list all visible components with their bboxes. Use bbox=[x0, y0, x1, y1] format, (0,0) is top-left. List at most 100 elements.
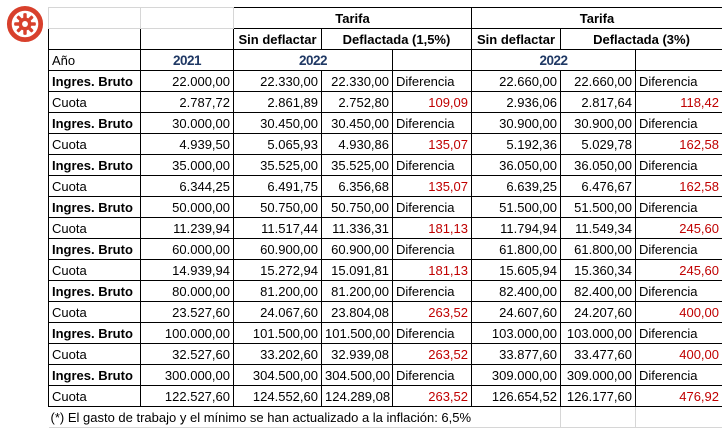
cell-df1-row9[interactable]: 15.091,81 bbox=[321, 259, 393, 281]
cell-y2021-row3[interactable]: 4.939,50 bbox=[140, 133, 234, 155]
cell-sd2-row14[interactable]: 309.000,00 bbox=[471, 364, 561, 386]
cell-y2021-row10[interactable]: 80.000,00 bbox=[140, 280, 234, 302]
cell-df2-row11[interactable]: 24.207,60 bbox=[560, 301, 636, 323]
cell-dif2-row11[interactable]: 400,00 bbox=[635, 301, 722, 323]
cell-df2-row9[interactable]: 15.360,34 bbox=[560, 259, 636, 281]
cell-df1-row11[interactable]: 23.804,08 bbox=[321, 301, 393, 323]
cell-y2021-row5[interactable]: 6.344,25 bbox=[140, 175, 234, 197]
cell-df2-row8[interactable]: 61.800,00 bbox=[560, 238, 636, 260]
cell-dif1-row1[interactable]: 109,09 bbox=[392, 91, 472, 113]
cell-dif2-row9[interactable]: 245,60 bbox=[635, 259, 722, 281]
cell-df2-row0[interactable]: 22.660,00 bbox=[560, 70, 636, 92]
cell-dif2-row1[interactable]: 118,42 bbox=[635, 91, 722, 113]
cell-dif2-row3[interactable]: 162,58 bbox=[635, 133, 722, 155]
cell-label-row1[interactable]: Cuota bbox=[48, 91, 141, 113]
cell-sd2-row10[interactable]: 82.400,00 bbox=[471, 280, 561, 302]
cell-df2-row7[interactable]: 11.549,34 bbox=[560, 217, 636, 239]
cell-label-row10[interactable]: Ingres. Bruto bbox=[48, 280, 141, 302]
cell-df1-row8[interactable]: 60.900,00 bbox=[321, 238, 393, 260]
cell-y2021-row13[interactable]: 32.527,60 bbox=[140, 343, 234, 365]
cell-sd1-row0[interactable]: 22.330,00 bbox=[233, 70, 322, 92]
cell-dif1-row15[interactable]: 263,52 bbox=[392, 385, 472, 407]
cell-sd2-row5[interactable]: 6.639,25 bbox=[471, 175, 561, 197]
cell-df1-row4[interactable]: 35.525,00 bbox=[321, 154, 393, 176]
cell-dif1-row0[interactable]: Diferencia bbox=[392, 70, 472, 92]
cell-df2-row15[interactable]: 126.177,60 bbox=[560, 385, 636, 407]
cell-df2-row6[interactable]: 51.500,00 bbox=[560, 196, 636, 218]
cell-dif1-row7[interactable]: 181,13 bbox=[392, 217, 472, 239]
cell-sd2-row0[interactable]: 22.660,00 bbox=[471, 70, 561, 92]
cell-y2021-row15[interactable]: 122.527,60 bbox=[140, 385, 234, 407]
cell-df2-row5[interactable]: 6.476,67 bbox=[560, 175, 636, 197]
empty-cell[interactable] bbox=[140, 7, 234, 29]
cell-df2-row12[interactable]: 103.000,00 bbox=[560, 322, 636, 344]
year-2022-right-cell[interactable]: 2022 bbox=[471, 49, 636, 71]
cell-label-row11[interactable]: Cuota bbox=[48, 301, 141, 323]
cell-df1-row6[interactable]: 50.750,00 bbox=[321, 196, 393, 218]
cell-sd1-row4[interactable]: 35.525,00 bbox=[233, 154, 322, 176]
cell-dif2-row6[interactable]: Diferencia bbox=[635, 196, 722, 218]
cell-y2021-row4[interactable]: 35.000,00 bbox=[140, 154, 234, 176]
cell-label-row6[interactable]: Ingres. Bruto bbox=[48, 196, 141, 218]
empty-cell[interactable] bbox=[392, 49, 472, 71]
cell-label-row12[interactable]: Ingres. Bruto bbox=[48, 322, 141, 344]
cell-df1-row14[interactable]: 304.500,00 bbox=[321, 364, 393, 386]
cell-y2021-row1[interactable]: 2.787,72 bbox=[140, 91, 234, 113]
empty-cell[interactable] bbox=[48, 7, 141, 29]
cell-y2021-row14[interactable]: 300.000,00 bbox=[140, 364, 234, 386]
cell-sd1-row10[interactable]: 81.200,00 bbox=[233, 280, 322, 302]
cell-df1-row2[interactable]: 30.450,00 bbox=[321, 112, 393, 134]
cell-df1-row5[interactable]: 6.356,68 bbox=[321, 175, 393, 197]
cell-df2-row4[interactable]: 36.050,00 bbox=[560, 154, 636, 176]
cell-y2021-row6[interactable]: 50.000,00 bbox=[140, 196, 234, 218]
cell-sd1-row3[interactable]: 5.065,93 bbox=[233, 133, 322, 155]
cell-sd1-row9[interactable]: 15.272,94 bbox=[233, 259, 322, 281]
empty-cell[interactable] bbox=[560, 406, 636, 428]
cell-dif1-row10[interactable]: Diferencia bbox=[392, 280, 472, 302]
sin-deflactar-right-header[interactable]: Sin deflactar bbox=[471, 28, 561, 50]
year-row-label[interactable]: Año bbox=[48, 49, 141, 71]
cell-df1-row0[interactable]: 22.330,00 bbox=[321, 70, 393, 92]
cell-sd1-row1[interactable]: 2.861,89 bbox=[233, 91, 322, 113]
cell-dif2-row4[interactable]: Diferencia bbox=[635, 154, 722, 176]
cell-y2021-row12[interactable]: 100.000,00 bbox=[140, 322, 234, 344]
cell-label-row4[interactable]: Ingres. Bruto bbox=[48, 154, 141, 176]
cell-sd2-row7[interactable]: 11.794,94 bbox=[471, 217, 561, 239]
cell-sd2-row13[interactable]: 33.877,60 bbox=[471, 343, 561, 365]
cell-sd2-row4[interactable]: 36.050,00 bbox=[471, 154, 561, 176]
cell-dif1-row3[interactable]: 135,07 bbox=[392, 133, 472, 155]
empty-cell[interactable] bbox=[635, 49, 722, 71]
deflactada-left-header[interactable]: Deflactada (1,5%) bbox=[321, 28, 472, 50]
cell-y2021-row0[interactable]: 22.000,00 bbox=[140, 70, 234, 92]
cell-sd1-row8[interactable]: 60.900,00 bbox=[233, 238, 322, 260]
deflactada-right-header[interactable]: Deflactada (3%) bbox=[560, 28, 722, 50]
cell-sd2-row11[interactable]: 24.607,60 bbox=[471, 301, 561, 323]
cell-dif1-row12[interactable]: Diferencia bbox=[392, 322, 472, 344]
empty-cell[interactable] bbox=[635, 406, 722, 428]
cell-dif2-row8[interactable]: Diferencia bbox=[635, 238, 722, 260]
cell-sd1-row11[interactable]: 24.067,60 bbox=[233, 301, 322, 323]
cell-sd1-row12[interactable]: 101.500,00 bbox=[233, 322, 322, 344]
cell-df1-row7[interactable]: 11.336,31 bbox=[321, 217, 393, 239]
sin-deflactar-left-header[interactable]: Sin deflactar bbox=[233, 28, 322, 50]
cell-dif2-row12[interactable]: Diferencia bbox=[635, 322, 722, 344]
cell-sd2-row2[interactable]: 30.900,00 bbox=[471, 112, 561, 134]
cell-label-row3[interactable]: Cuota bbox=[48, 133, 141, 155]
cell-y2021-row7[interactable]: 11.239,94 bbox=[140, 217, 234, 239]
cell-df2-row10[interactable]: 82.400,00 bbox=[560, 280, 636, 302]
cell-dif2-row13[interactable]: 400,00 bbox=[635, 343, 722, 365]
cell-dif1-row13[interactable]: 263,52 bbox=[392, 343, 472, 365]
cell-dif1-row8[interactable]: Diferencia bbox=[392, 238, 472, 260]
cell-sd2-row8[interactable]: 61.800,00 bbox=[471, 238, 561, 260]
cell-sd1-row13[interactable]: 33.202,60 bbox=[233, 343, 322, 365]
cell-df1-row1[interactable]: 2.752,80 bbox=[321, 91, 393, 113]
cell-dif2-row0[interactable]: Diferencia bbox=[635, 70, 722, 92]
cell-dif1-row4[interactable]: Diferencia bbox=[392, 154, 472, 176]
cell-sd1-row14[interactable]: 304.500,00 bbox=[233, 364, 322, 386]
cell-sd1-row7[interactable]: 11.517,44 bbox=[233, 217, 322, 239]
cell-df1-row15[interactable]: 124.289,08 bbox=[321, 385, 393, 407]
cell-dif1-row5[interactable]: 135,07 bbox=[392, 175, 472, 197]
cell-df1-row3[interactable]: 4.930,86 bbox=[321, 133, 393, 155]
cell-df2-row2[interactable]: 30.900,00 bbox=[560, 112, 636, 134]
cell-sd2-row6[interactable]: 51.500,00 bbox=[471, 196, 561, 218]
